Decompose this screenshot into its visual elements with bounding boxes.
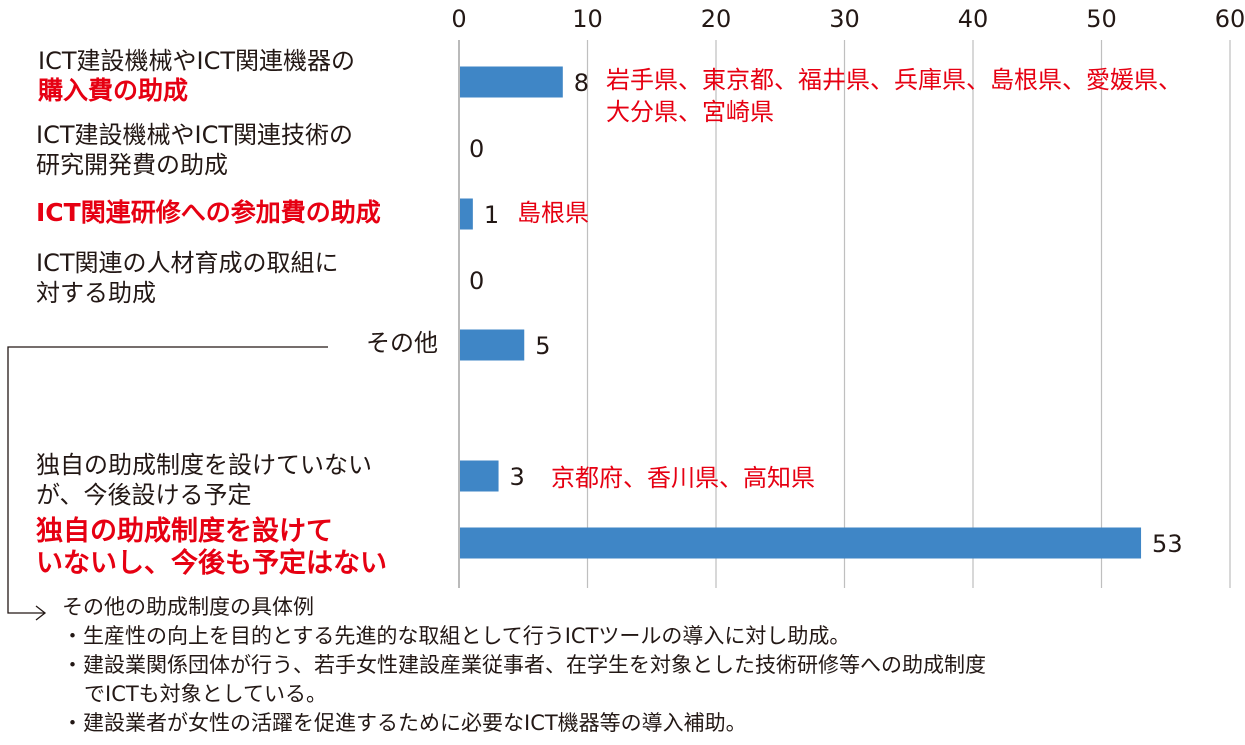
notes-title: その他の助成制度の具体例 [62, 595, 314, 619]
category-label-line: ICT関連研修への参加費の助成 [36, 198, 381, 227]
x-axis-ticks: 0 10 20 30 40 50 60 [451, 5, 1245, 33]
callout-connector [7, 346, 328, 614]
category-label-purchase: ICT建設機械やICT関連機器の 購入費の助成 [38, 46, 355, 106]
x-tick-label: 40 [958, 5, 989, 33]
bar [460, 66, 563, 98]
prefecture-annotation: 島根県 [517, 197, 589, 229]
category-label-other: その他 [338, 328, 438, 358]
category-label-training-fee: ICT関連研修への参加費の助成 [36, 198, 381, 228]
bar [460, 198, 473, 230]
value-label: 8 [574, 69, 589, 97]
callout-arrow-icon [35, 605, 47, 621]
category-label-line: その他 [366, 329, 438, 357]
category-label-no-plan: 独自の助成制度を設けて いないし、今後も予定はない [36, 516, 387, 580]
category-label-hr-development: ICT関連の人材育成の取組に 対する助成 [36, 248, 339, 308]
note-item: でICTも対象としている。 [84, 682, 328, 706]
note-item: ・建設業者が女性の活躍を促進するために必要なICT機器等の導入補助。 [62, 711, 747, 735]
gridlines [458, 40, 1231, 588]
category-label-line: ICT建設機械やICT関連機器の [38, 47, 355, 75]
note-item: ・建設業関係団体が行う、若手女性建設産業従事者、在学生を対象とした技術研修等への… [62, 653, 986, 677]
category-label-line: ICT建設機械やICT関連技術の [36, 121, 353, 149]
prefecture-line: 大分県、宮崎県 [606, 98, 774, 126]
category-label-line: 独自の助成制度を設けていない [36, 451, 372, 479]
prefecture-line: 岩手県、東京都、福井県、兵庫県、島根県、愛媛県、 [606, 66, 1182, 94]
value-label: 53 [1152, 530, 1183, 558]
other-subsidy-examples: その他の助成制度の具体例 ・生産性の向上を目的とする先進的な取組として行うICT… [62, 593, 986, 738]
x-tick-label: 30 [829, 5, 860, 33]
x-tick-label: 0 [451, 5, 466, 33]
prefecture-annotation: 京都府、香川県、高知県 [551, 462, 815, 494]
x-tick-label: 60 [1215, 5, 1245, 33]
prefecture-line: 京都府、香川県、高知県 [551, 464, 815, 492]
category-label-line: 購入費の助成 [38, 76, 189, 105]
bar [460, 329, 525, 361]
category-label-line: 研究開発費の助成 [36, 151, 228, 179]
prefecture-line: 島根県 [517, 199, 589, 227]
category-label-line: ICT関連の人材育成の取組に [36, 249, 339, 277]
category-label-line: が、今後設ける予定 [36, 481, 252, 509]
value-label: 3 [510, 463, 525, 491]
value-label: 1 [484, 201, 499, 229]
category-label-line: いないし、今後も予定はない [36, 548, 387, 579]
category-label-rnd: ICT建設機械やICT関連技術の 研究開発費の助成 [36, 120, 353, 180]
bar [460, 527, 1142, 559]
value-label: 0 [469, 135, 484, 163]
note-item: ・生産性の向上を目的とする先進的な取組として行うICTツールの導入に対し助成。 [62, 624, 851, 648]
bar [460, 460, 499, 492]
value-label: 5 [535, 332, 550, 360]
category-label-line: 独自の助成制度を設けて [36, 516, 333, 547]
x-tick-label: 50 [1086, 5, 1117, 33]
prefecture-annotation: 岩手県、東京都、福井県、兵庫県、島根県、愛媛県、 大分県、宮崎県 [606, 64, 1182, 128]
value-label: 0 [469, 267, 484, 295]
category-label-line: 対する助成 [36, 279, 156, 307]
bars [460, 66, 1142, 559]
category-label-planned: 独自の助成制度を設けていない が、今後設ける予定 [36, 450, 372, 510]
x-tick-label: 20 [701, 5, 732, 33]
x-tick-label: 10 [572, 5, 603, 33]
